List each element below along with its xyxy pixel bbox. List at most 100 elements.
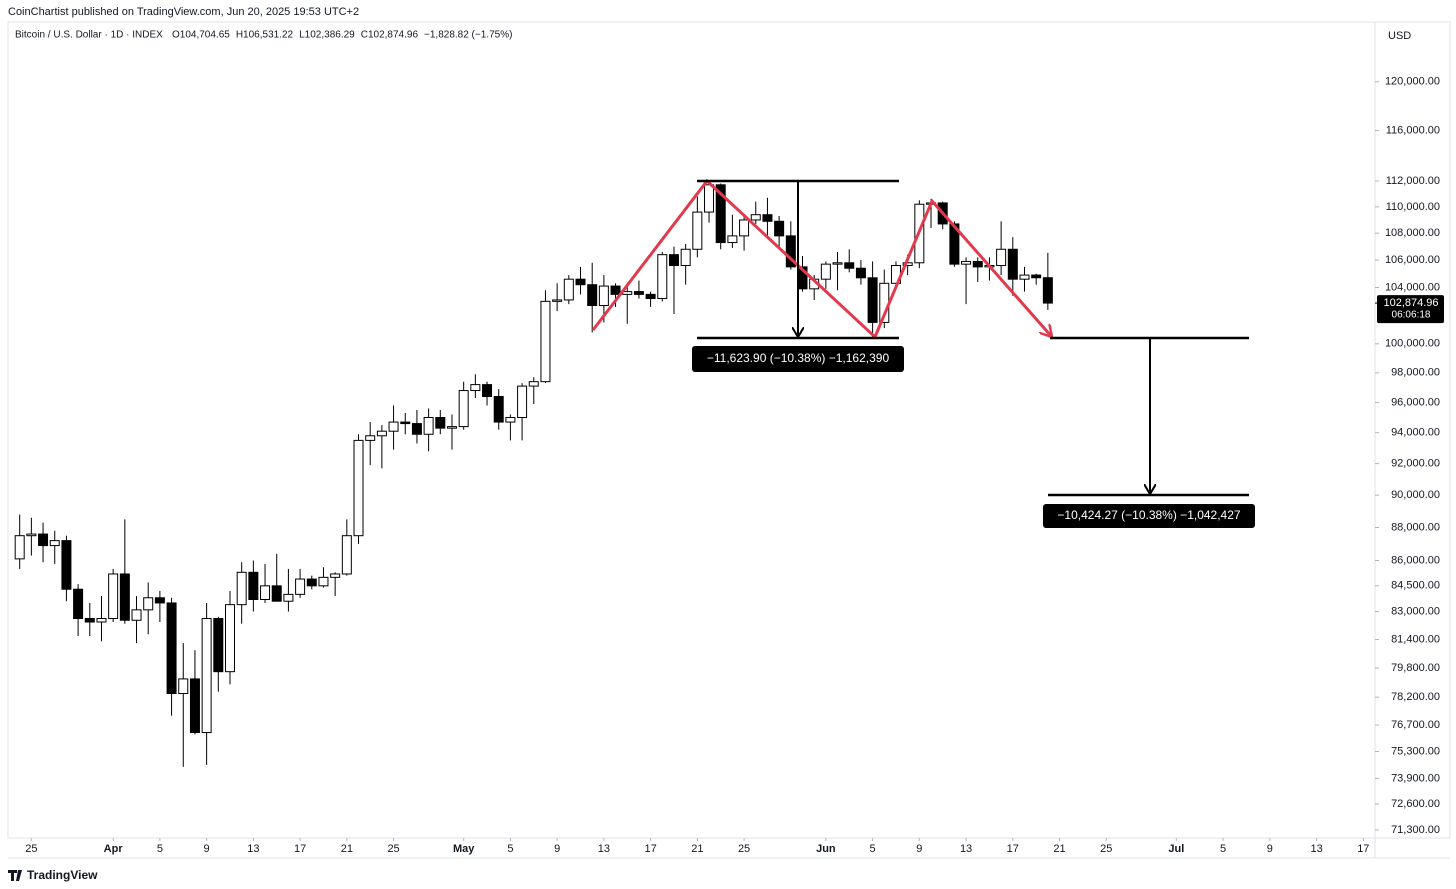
annotation-box bbox=[1043, 504, 1255, 528]
body bbox=[318, 576, 329, 587]
price-tag bbox=[1377, 295, 1444, 324]
currency: USD bbox=[1388, 30, 1411, 42]
body bbox=[715, 184, 726, 244]
body bbox=[704, 184, 715, 213]
body bbox=[1019, 274, 1030, 280]
x-tick-label: 25 bbox=[25, 843, 37, 855]
x-tick-label: Jul bbox=[1168, 843, 1184, 855]
body bbox=[353, 439, 364, 537]
body bbox=[867, 277, 878, 323]
body bbox=[727, 235, 738, 244]
x-tick-label: 25 bbox=[387, 843, 399, 855]
body bbox=[154, 597, 165, 604]
x-tick-label: 9 bbox=[1267, 843, 1273, 855]
publisher: CoinChartist published on TradingView.co… bbox=[8, 6, 359, 18]
body bbox=[108, 573, 119, 620]
body bbox=[575, 278, 586, 286]
x-tick-label: 17 bbox=[294, 843, 306, 855]
body bbox=[446, 426, 457, 429]
body bbox=[505, 417, 516, 423]
x-tick-label: 25 bbox=[738, 843, 750, 855]
body bbox=[785, 235, 796, 268]
body bbox=[49, 540, 60, 547]
readout-value: H106,531.22 bbox=[236, 30, 294, 41]
body bbox=[73, 588, 84, 620]
body bbox=[820, 263, 831, 280]
body bbox=[189, 678, 200, 734]
y-tick-label: 104,000.00 bbox=[1385, 281, 1440, 293]
y-tick-label: 79,800.00 bbox=[1391, 662, 1440, 674]
body bbox=[855, 267, 866, 279]
y-tick-label: 88,000.00 bbox=[1391, 521, 1440, 533]
body bbox=[517, 385, 528, 419]
x-tick-label: 13 bbox=[598, 843, 610, 855]
body bbox=[365, 435, 376, 441]
y-tick-label: 90,000.00 bbox=[1391, 489, 1440, 501]
body bbox=[271, 585, 282, 602]
countdown: 06:06:18 bbox=[1392, 310, 1431, 321]
symbol: Bitcoin / U.S. Dollar · 1D · INDEX bbox=[15, 30, 163, 41]
x-tick-label: 13 bbox=[1310, 843, 1322, 855]
body bbox=[119, 573, 130, 621]
body bbox=[552, 299, 563, 302]
x-tick-label: 13 bbox=[247, 843, 259, 855]
body bbox=[949, 223, 960, 265]
body bbox=[1007, 248, 1018, 280]
y-tick-label: 98,000.00 bbox=[1391, 367, 1440, 379]
frame bbox=[7, 21, 1451, 839]
body bbox=[400, 421, 411, 425]
body bbox=[166, 602, 177, 695]
y-tick-label: 108,000.00 bbox=[1385, 227, 1440, 239]
x-tick-label: 9 bbox=[204, 843, 210, 855]
body bbox=[598, 285, 609, 307]
body bbox=[739, 219, 750, 237]
x-tick-label: 17 bbox=[1007, 843, 1019, 855]
brand: TradingView bbox=[27, 868, 98, 882]
x-tick-label: 25 bbox=[1100, 843, 1112, 855]
y-tick-label: 110,000.00 bbox=[1386, 201, 1440, 213]
body bbox=[213, 618, 224, 673]
body bbox=[470, 384, 481, 392]
readout: O104,704.65 H106,531.22 L102,386.29 C102,87… bbox=[172, 30, 512, 41]
x-tick-label: 9 bbox=[554, 843, 560, 855]
body bbox=[248, 571, 259, 601]
body bbox=[295, 578, 306, 595]
body bbox=[435, 417, 446, 429]
x-tick-label: 17 bbox=[1357, 843, 1369, 855]
body bbox=[750, 214, 761, 221]
y-tick-label: 100,000.00 bbox=[1385, 338, 1440, 350]
body bbox=[38, 533, 49, 547]
x-tick-label: Apr bbox=[104, 843, 124, 855]
y-tick-label: 76,700.00 bbox=[1391, 719, 1440, 731]
annotation-label: −10,424.27 (−10.38%) −1,042,427 bbox=[1057, 508, 1240, 522]
footer: TradingView bbox=[8, 868, 98, 882]
price-tag-label: 102,874.96 bbox=[1383, 297, 1438, 309]
body bbox=[283, 593, 294, 602]
body bbox=[143, 597, 154, 611]
x-tick-label: 5 bbox=[870, 843, 876, 855]
x-tick-label: 21 bbox=[1053, 843, 1065, 855]
y-tick-label: 78,200.00 bbox=[1391, 691, 1440, 703]
body bbox=[610, 285, 621, 295]
body bbox=[657, 254, 668, 300]
x-tick-label: 21 bbox=[341, 843, 353, 855]
body bbox=[493, 395, 504, 423]
y-tick-label: 83,000.00 bbox=[1391, 605, 1440, 617]
readout-value: L102,386.29 bbox=[299, 30, 355, 41]
body bbox=[306, 578, 317, 587]
annotations: −11,623.90 (−10.38%) −1,162,390 −10,424.… bbox=[591, 178, 1255, 528]
y-tick-label: 71,300.00 bbox=[1391, 824, 1440, 836]
body bbox=[645, 293, 656, 300]
x-tick-label: Jun bbox=[816, 843, 836, 855]
body bbox=[201, 618, 212, 734]
body bbox=[692, 211, 703, 250]
body bbox=[540, 300, 551, 383]
y-tick-label: 73,900.00 bbox=[1391, 772, 1440, 784]
y-tick-label: 116,000.00 bbox=[1386, 124, 1440, 136]
y-tick-label: 86,000.00 bbox=[1391, 554, 1440, 566]
y-tick-label: 84,500.00 bbox=[1391, 580, 1440, 592]
body bbox=[482, 384, 493, 397]
body bbox=[178, 678, 189, 695]
